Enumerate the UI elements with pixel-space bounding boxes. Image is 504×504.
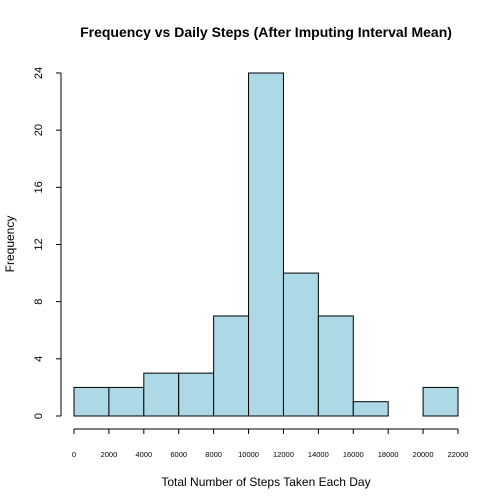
histogram-bar	[213, 315, 250, 417]
histogram-bar	[108, 386, 145, 417]
chart-title: Frequency vs Daily Steps (After Imputing…	[80, 24, 452, 40]
bars-group	[73, 72, 459, 417]
x-tick-label: 2000	[101, 450, 118, 459]
x-tick-label: 16000	[343, 450, 364, 459]
histogram-bar	[143, 372, 180, 417]
x-tick-label: 6000	[170, 450, 187, 459]
histogram-bar	[422, 386, 459, 417]
x-tick-label: 18000	[378, 450, 399, 459]
x-tick-label: 4000	[135, 450, 152, 459]
y-tick-label: 24	[33, 67, 45, 79]
y-tick-label: 4	[33, 356, 45, 362]
x-tick-label: 8000	[205, 450, 222, 459]
histogram-bar	[73, 386, 110, 417]
x-tick-label: 12000	[273, 450, 294, 459]
y-tick-label: 0	[33, 413, 45, 419]
x-axis-label: Total Number of Steps Taken Each Day	[161, 475, 370, 489]
histogram-bar	[282, 272, 319, 417]
x-tick-label: 10000	[238, 450, 259, 459]
y-axis: 0 4 8 12 16 20 24	[33, 67, 62, 419]
histogram-bar	[248, 72, 284, 417]
x-tick-label: 0	[72, 450, 76, 459]
x-axis: 0 2000 4000 6000 8000 10000 12000 14000 16000 180…	[72, 428, 469, 459]
y-tick-label: 20	[33, 124, 45, 136]
y-axis-label: Frequency	[3, 216, 17, 273]
x-tick-label: 14000	[308, 450, 329, 459]
y-tick-label: 12	[33, 238, 45, 250]
histogram-bar	[178, 372, 215, 417]
x-tick-label: 20000	[413, 450, 434, 459]
y-tick-label: 16	[33, 181, 45, 193]
x-tick-label: 22000	[448, 450, 469, 459]
histogram-bar	[352, 401, 389, 417]
histogram-bar	[317, 315, 354, 417]
y-tick-label: 8	[33, 299, 45, 305]
